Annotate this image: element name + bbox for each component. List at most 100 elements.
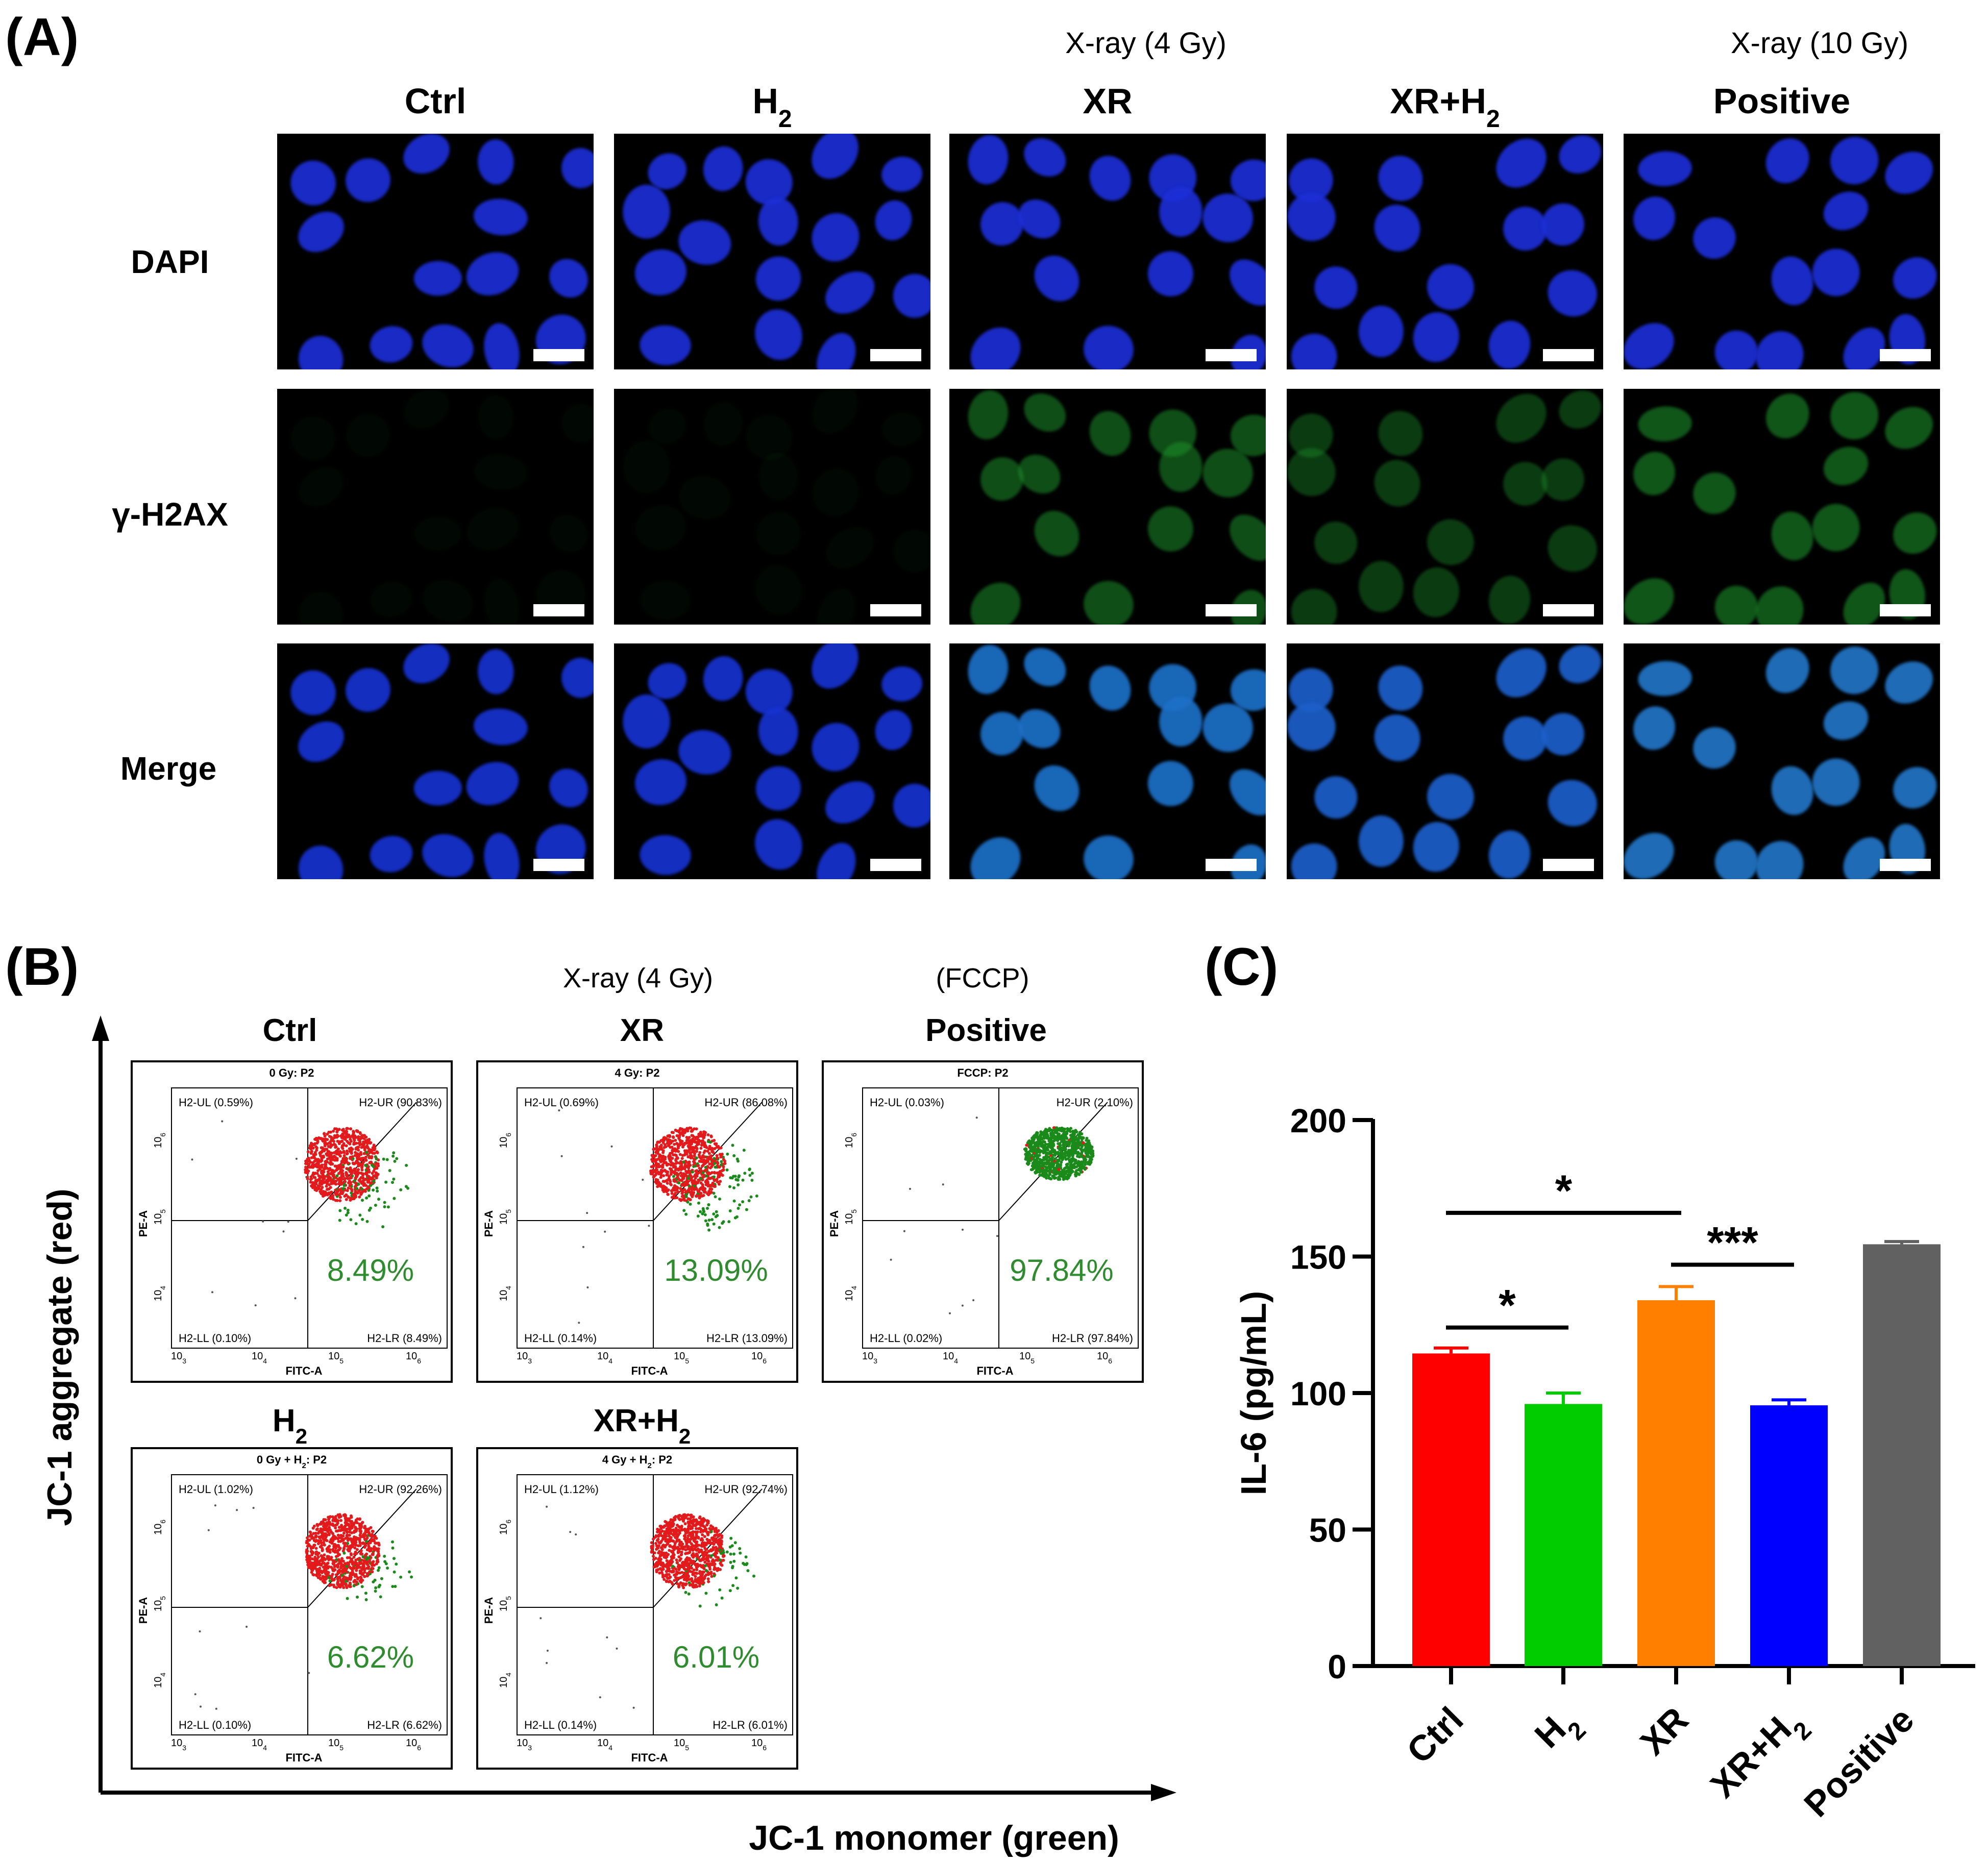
flow-event: [324, 1138, 327, 1141]
nucleus: [640, 835, 691, 875]
flow-event: [338, 1150, 342, 1153]
flow-event: [325, 1523, 329, 1527]
flow-event: [695, 1580, 698, 1583]
flow-event: [348, 1184, 352, 1187]
flow-event: [698, 1151, 702, 1154]
flow-event: [371, 1567, 375, 1570]
flow-event: [349, 1218, 353, 1222]
flow-event: [715, 1178, 719, 1181]
flow-event: [677, 1167, 680, 1171]
flow-event: [1058, 1153, 1062, 1156]
flow-event: [679, 1171, 682, 1175]
nucleus: [1024, 393, 1066, 432]
flow-event: [331, 1162, 334, 1166]
flow-event: [679, 1161, 682, 1164]
flow-event: [683, 1537, 686, 1541]
flow-event: [713, 1574, 716, 1578]
nucleus: [1034, 255, 1079, 302]
flow-event: [327, 1576, 331, 1579]
flow-event: [678, 1518, 681, 1521]
flow-event: [1071, 1156, 1074, 1160]
flow-event: [698, 1187, 702, 1191]
scale-bar: [533, 859, 584, 871]
nucleus: [1427, 519, 1475, 565]
flow-event: [322, 1180, 326, 1183]
flow-event: [1048, 1163, 1051, 1166]
flow-event: [360, 1168, 364, 1172]
nucleus: [1230, 769, 1266, 815]
nucleus: [1413, 822, 1460, 872]
flow-event: [725, 1550, 729, 1554]
flow-event: [719, 1545, 723, 1549]
flow-event: [1028, 1152, 1031, 1155]
flow-event: [720, 1163, 723, 1166]
flow-event: [732, 1199, 736, 1203]
flow-event: [360, 1525, 363, 1528]
flow-event: [692, 1554, 695, 1557]
flow-event: [315, 1172, 319, 1175]
flow-event: [323, 1168, 326, 1171]
flow-event: [1068, 1160, 1072, 1164]
flow-event: [703, 1133, 706, 1137]
flow-event: [732, 1559, 736, 1563]
flow-event: [741, 1200, 745, 1204]
flow-event: [708, 1172, 712, 1176]
flow-event: [746, 1569, 750, 1573]
flow-event: [315, 1165, 318, 1169]
flow-inner-frame: [171, 1087, 448, 1349]
flow-event: [700, 1537, 704, 1541]
nucleus: [1287, 703, 1336, 751]
nucleus: [1885, 152, 1933, 194]
nucleus: [812, 213, 860, 262]
flow-title-4: XR+H2: [594, 1403, 691, 1448]
flow-event: [717, 1533, 721, 1537]
flow-event: [1030, 1150, 1034, 1153]
flow-event: [683, 1568, 687, 1571]
flow-event: [703, 1187, 706, 1190]
flow-event: [369, 1184, 372, 1187]
flow-event: [738, 1203, 742, 1207]
flow-event: [682, 1160, 685, 1164]
nucleus: [1358, 561, 1404, 612]
nucleus: [980, 457, 1024, 501]
flow-event: [314, 1145, 318, 1149]
flow-event: [367, 1194, 371, 1198]
nucleus: [474, 198, 528, 236]
flow-title-3: H2: [273, 1403, 307, 1448]
flow-event: [317, 1162, 320, 1165]
nucleus: [1496, 138, 1547, 188]
quadrant-ur: H2-UR (92.74%): [704, 1483, 788, 1496]
flow-plot-frame: [131, 1447, 453, 1770]
flow-event: [729, 1560, 732, 1564]
flow-event: [731, 1144, 734, 1147]
flow-event: [679, 1557, 682, 1560]
flow-event: [692, 1559, 695, 1563]
flow-event: [311, 1565, 314, 1569]
flow-event: [683, 1131, 686, 1134]
flow-event: [366, 1180, 370, 1184]
flow-event: [680, 1550, 683, 1554]
flow-event: [1063, 1170, 1066, 1173]
flow-event-sparse: [211, 1291, 213, 1294]
flow-event: [728, 1185, 731, 1188]
nucleus: [825, 527, 875, 569]
c-x-label: Positive: [1797, 1699, 1922, 1824]
flow-event: [345, 1167, 349, 1171]
flow-event: [351, 1568, 354, 1572]
flow-plot-frame: [822, 1060, 1144, 1383]
flow-event: [309, 1147, 313, 1151]
nucleus: [1287, 193, 1336, 241]
flow-event: [706, 1133, 710, 1136]
flow-event: [318, 1179, 322, 1183]
flow-event-sparse: [308, 1672, 310, 1674]
flow-event: [693, 1571, 697, 1575]
flow-event: [340, 1538, 344, 1542]
flow-event: [683, 1180, 687, 1184]
flow-event: [354, 1550, 357, 1554]
flow-event: [695, 1150, 698, 1153]
nucleus: [1885, 661, 1933, 704]
flow-event: [689, 1151, 692, 1155]
flow-event: [691, 1570, 694, 1574]
flow-event: [309, 1550, 313, 1553]
flow-event: [701, 1164, 704, 1168]
